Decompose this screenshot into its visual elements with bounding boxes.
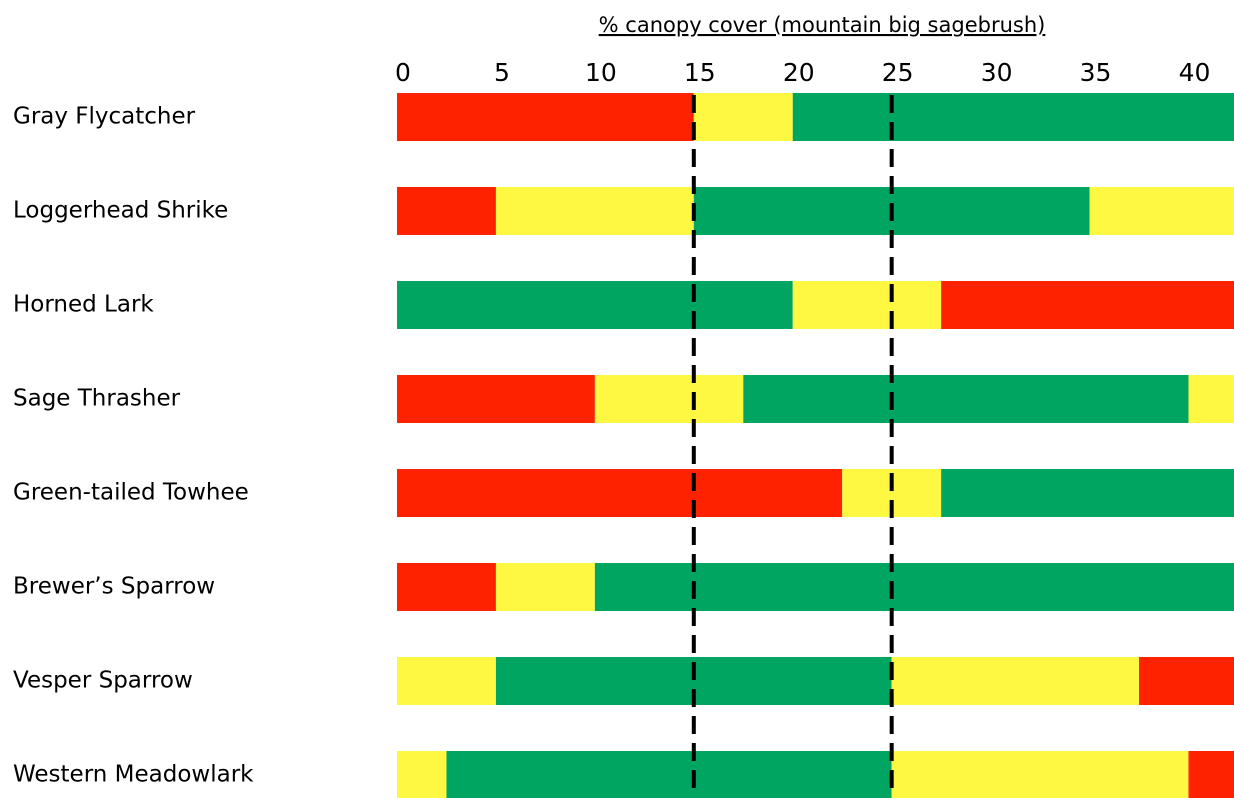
chart-title: % canopy cover (mountain big sagebrush) [599,13,1046,37]
bar-segment [397,751,447,798]
bar-segment [941,281,1234,329]
bar-segment [1188,751,1234,798]
bar-segment [397,93,694,141]
x-tick-label: 30 [981,58,1013,87]
bar-segment [792,281,942,329]
bar-segment [397,187,496,235]
x-tick-label: 15 [684,58,716,87]
category-label: Brewer’s Sparrow [13,574,215,600]
category-label: Gray Flycatcher [13,104,196,130]
category-label: Sage Thrasher [13,386,181,412]
bar-segment [891,657,1140,705]
category-label: Green-tailed Towhee [13,480,249,506]
bar-segment [1089,187,1234,235]
bar-segment [792,93,1234,141]
category-label: Western Meadowlark [13,762,254,788]
bar-segment [397,563,496,611]
bar-segment [397,375,595,423]
bar-segment [743,375,1189,423]
bar-segment [397,657,496,705]
bar-segment [397,281,793,329]
bar-segment [495,187,694,235]
bar-segment [446,751,892,798]
bar-segment [594,375,744,423]
x-tick-label: 40 [1179,58,1211,87]
x-tick-label: 20 [783,58,815,87]
bar-segment [693,93,793,141]
x-tick-label: 0 [395,58,411,87]
bar-segment [941,469,1234,517]
bar-segment [891,751,1189,798]
category-label: Horned Lark [13,292,154,318]
bar-segment [1139,657,1234,705]
category-label: Loggerhead Shrike [13,198,228,224]
category-label: Vesper Sparrow [13,668,193,694]
bar-segment [397,469,843,517]
x-tick-label: 10 [585,58,617,87]
bar-segment [495,563,595,611]
bar-segment [1188,375,1234,423]
bar-segment [594,563,1234,611]
x-tick-label: 25 [882,58,914,87]
x-tick-label: 5 [494,58,510,87]
x-tick-label: 35 [1080,58,1112,87]
